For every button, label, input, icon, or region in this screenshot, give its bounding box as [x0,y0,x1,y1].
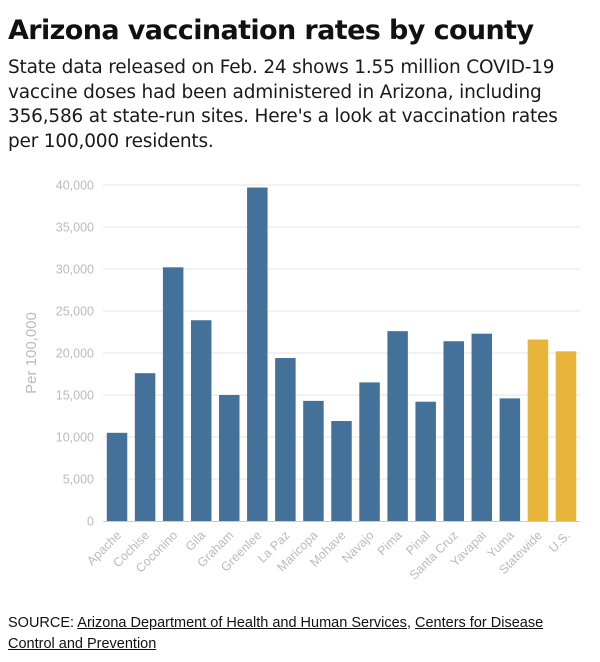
source-link-cdc[interactable]: Centers for Disease Control and Preventi… [8,615,544,652]
chart-subtitle: State data released on Feb. 24 shows 1.5… [8,57,558,152]
bar-pinal[interactable] [415,401,436,521]
y-tick-label: 10,000 [56,431,94,445]
y-tick-label: 0 [87,515,94,529]
bar-graham[interactable] [219,395,240,521]
source-note: SOURCE: Arizona Department of Health and… [8,613,592,655]
source-link-azdhs[interactable]: Arizona Department of Health and Human S… [77,615,407,631]
source-separator: , [406,615,415,631]
y-tick-label: 20,000 [56,347,94,361]
bar-mohave[interactable] [331,421,352,521]
source-prefix: SOURCE: [8,615,78,631]
x-tick-label: Pima [375,528,405,558]
y-tick-label: 15,000 [56,389,94,403]
bar-u-s[interactable] [555,351,577,521]
bar-cochise[interactable] [134,373,156,521]
bar-pima[interactable] [387,331,408,521]
bar-gila[interactable] [190,320,212,521]
bar-statewide[interactable] [527,339,549,521]
x-tick-label: U.S. [546,528,573,555]
x-tick-label: Navajo [339,528,376,565]
bar-la-paz[interactable] [275,358,296,521]
bar-greenlee[interactable] [247,187,268,521]
chart-title: Arizona vaccination rates by county [8,15,534,46]
bar-santa-cruz[interactable] [443,341,464,521]
y-tick-label: 5,000 [63,473,94,487]
y-tick-label: 40,000 [56,179,94,193]
bar-maricopa[interactable] [303,400,324,521]
bar-coconino[interactable] [162,267,184,521]
bar-chart: 0 5,000 10,000 15,000 20,000 25,000 30,000 35,0… [23,179,580,582]
bar-yavapai[interactable] [471,333,493,521]
bar-apache[interactable] [106,432,128,521]
y-tick-label: 25,000 [56,305,94,319]
y-axis-ticks: 0 5,000 10,000 15,000 20,000 25,000 30,000 35,0… [56,179,94,529]
bar-yuma[interactable] [499,398,521,521]
bars [106,187,577,521]
bar-navajo[interactable] [359,382,380,521]
y-axis-title: Per 100,000 [23,312,40,394]
y-tick-label: 30,000 [56,263,94,277]
y-tick-label: 35,000 [56,221,94,235]
